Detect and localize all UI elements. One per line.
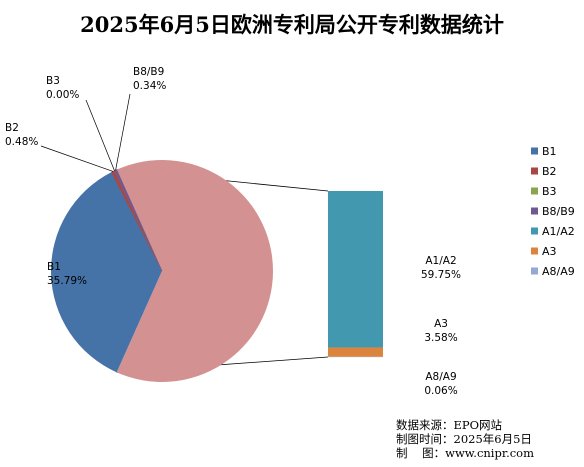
leader-line-b3 xyxy=(86,100,115,171)
pie-slices xyxy=(51,160,273,382)
source-line-1: 数据来源：EPO网站 xyxy=(396,418,502,432)
data-label-value-b1: 35.79% xyxy=(47,275,87,287)
legend-label-b8-b9: B8/B9 xyxy=(542,205,575,218)
legend-label-a3: A3 xyxy=(542,245,557,258)
legend-swatch-b8-b9 xyxy=(531,208,538,215)
legend-swatch-a3 xyxy=(531,248,538,255)
legend: B1 B2 B3 B8/B9 A1/A2 A3 A8/A9 xyxy=(531,145,575,278)
bar-segment-a1-a2 xyxy=(328,191,383,347)
source-note: 数据来源：EPO网站 制图时间：2025年6月5日 制 图：www.cnipr.… xyxy=(396,418,534,460)
source-line-2: 制图时间：2025年6月5日 xyxy=(396,432,532,446)
data-label-value-b3: 0.00% xyxy=(46,89,79,101)
legend-label-a8-a9: A8/A9 xyxy=(542,265,575,278)
data-label-name-b1: B1 xyxy=(47,261,61,273)
bar-segment-a3 xyxy=(328,347,383,356)
data-label-value-a3: 3.58% xyxy=(424,332,457,344)
data-label-name-a8-a9: A8/A9 xyxy=(425,371,456,383)
data-label-name-b8-b9: B8/B9 xyxy=(133,66,164,78)
data-label-value-b8-b9: 0.34% xyxy=(133,80,166,92)
legend-swatch-a1-a2 xyxy=(531,228,538,235)
source-line-3: 制 图：www.cnipr.com xyxy=(396,446,534,460)
data-label-name-a3: A3 xyxy=(434,318,448,330)
legend-swatch-b3 xyxy=(531,188,538,195)
leader-line-b8-b9 xyxy=(116,94,130,170)
data-label-name-b2: B2 xyxy=(5,122,19,134)
leader-line-b2 xyxy=(41,146,113,171)
legend-swatch-b1 xyxy=(531,148,538,155)
legend-label-b1: B1 xyxy=(542,145,557,158)
data-label-name-b3: B3 xyxy=(46,75,60,87)
legend-swatch-b2 xyxy=(531,168,538,175)
legend-swatch-a8-a9 xyxy=(531,268,538,275)
breakout-bar xyxy=(328,191,383,357)
data-label-value-a8-a9: 0.06% xyxy=(424,385,457,397)
data-label-name-a1-a2: A1/A2 xyxy=(425,255,456,267)
legend-label-a1-a2: A1/A2 xyxy=(542,225,575,238)
legend-label-b2: B2 xyxy=(542,165,557,178)
data-label-value-a1-a2: 59.75% xyxy=(421,269,461,281)
chart-title: 2025年6月5日欧洲专利局公开专利数据统计 xyxy=(80,12,504,37)
legend-label-b3: B3 xyxy=(542,185,557,198)
data-label-value-b2: 0.48% xyxy=(5,136,38,148)
